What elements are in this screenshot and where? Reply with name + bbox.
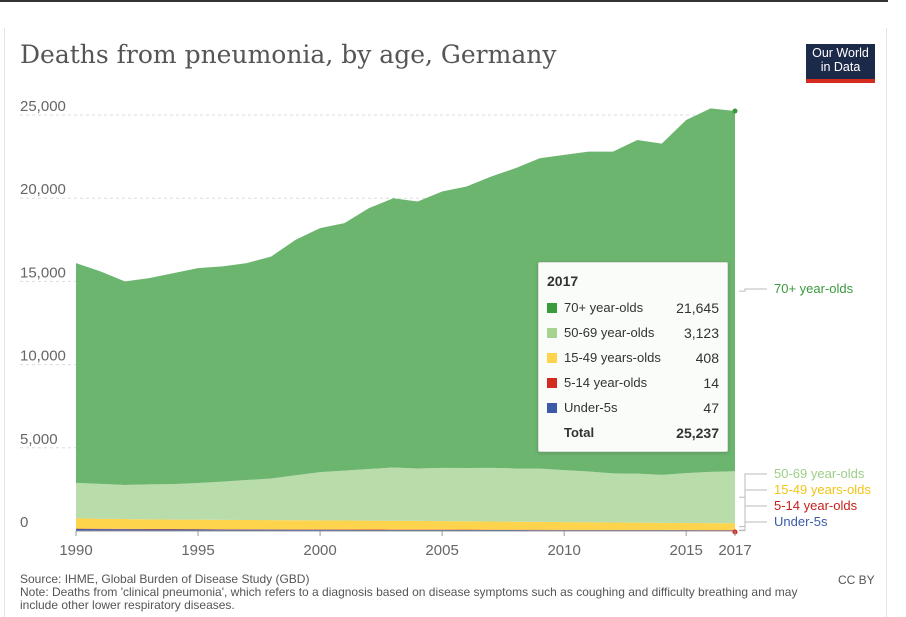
y-tick-label: 10,000	[20, 348, 66, 365]
swatch-15-49	[547, 352, 557, 363]
tooltip-row-label: Under-5s	[564, 400, 618, 415]
area-50-69-year-olds	[76, 467, 735, 524]
tooltip-row-label: 5-14 year-olds	[564, 375, 648, 390]
source-note: Source: IHME, Global Burden of Disease S…	[20, 573, 820, 612]
logo-line-1: Our World	[812, 46, 869, 60]
tooltip-total-row: Total 25,237	[547, 420, 719, 445]
tooltip-row: 50-69 year-olds 3,123	[547, 320, 719, 345]
x-tick-label: 2017	[718, 542, 751, 559]
tooltip: 2017 70+ year-olds 21,645 50-69 year-old…	[538, 262, 728, 452]
tooltip-row: 70+ year-olds 21,645	[547, 295, 719, 320]
x-tick-label: 1995	[181, 542, 214, 559]
y-tick-label: 25,000	[20, 98, 66, 115]
label-leader-line	[739, 473, 767, 498]
series-label: 15-49 years-olds	[774, 482, 871, 497]
label-leader-line	[739, 288, 767, 292]
label-leader-line	[739, 521, 767, 532]
swatch-70plus	[547, 302, 557, 313]
tooltip-row-label: 70+ year-olds	[564, 300, 644, 315]
label-leader-line	[739, 505, 767, 531]
license-link[interactable]: CC BY	[838, 573, 875, 587]
label-leader-line	[739, 489, 767, 528]
series-label: 70+ year-olds	[774, 281, 854, 296]
swatch-5-14	[547, 377, 557, 388]
note-line: Note: Deaths from 'clinical pneumonia', …	[20, 585, 798, 612]
top-rule	[0, 0, 888, 2]
y-tick-label: 0	[20, 514, 28, 531]
endpoint-marker	[732, 108, 738, 114]
source-line: Source: IHME, Global Burden of Disease S…	[20, 572, 310, 586]
series-label: Under-5s	[774, 514, 828, 529]
tooltip-row: 15-49 years-olds 408	[547, 345, 719, 370]
swatch-50-69	[547, 327, 557, 338]
tooltip-row-value: 408	[695, 349, 719, 366]
series-label: 5-14 year-olds	[774, 498, 858, 513]
area-5-14-year-olds	[76, 528, 735, 531]
tooltip-row-value: 3,123	[683, 324, 719, 341]
y-tick-label: 15,000	[20, 264, 66, 281]
frame-right	[886, 28, 887, 617]
tooltip-total-label: Total	[564, 425, 595, 440]
tooltip-total-value: 25,237	[676, 424, 719, 441]
frame-left	[4, 28, 5, 617]
y-tick-label: 20,000	[20, 181, 66, 198]
swatch-under-5	[547, 402, 557, 413]
tooltip-row-label: 50-69 year-olds	[564, 325, 655, 340]
x-tick-label: 2015	[669, 542, 702, 559]
tooltip-row: 5-14 year-olds 14	[547, 370, 719, 395]
logo-line-2: in Data	[820, 60, 861, 74]
chart-title: Deaths from pneumonia, by age, Germany	[20, 40, 557, 69]
area-15-49-years-olds	[76, 518, 735, 530]
tooltip-row-value: 14	[703, 374, 719, 391]
y-axis-ticks: 0 5,000 10,000 15,000 20,000 25,000	[20, 98, 66, 531]
series-label: 50-69 year-olds	[774, 466, 865, 481]
area-chart[interactable]: 0 5,000 10,000 15,000 20,000 25,000 1990 1995 2…	[0, 0, 906, 570]
tooltip-row-label: 15-49 years-olds	[564, 350, 661, 365]
x-axis-ticks: 1990 1995 2000 2005 2010 2015 2017	[59, 531, 752, 559]
x-tick-label: 1990	[59, 542, 92, 559]
x-tick-label: 2000	[303, 542, 336, 559]
tooltip-row: Under-5s 47	[547, 395, 719, 420]
tooltip-row-value: 21,645	[676, 299, 719, 316]
tooltip-row-value: 47	[703, 399, 719, 416]
tooltip-year: 2017	[547, 273, 579, 289]
x-tick-label: 2010	[547, 542, 580, 559]
y-tick-label: 5,000	[20, 431, 58, 448]
x-tick-label: 2005	[425, 542, 458, 559]
owid-logo[interactable]: Our World in Data	[806, 44, 875, 83]
